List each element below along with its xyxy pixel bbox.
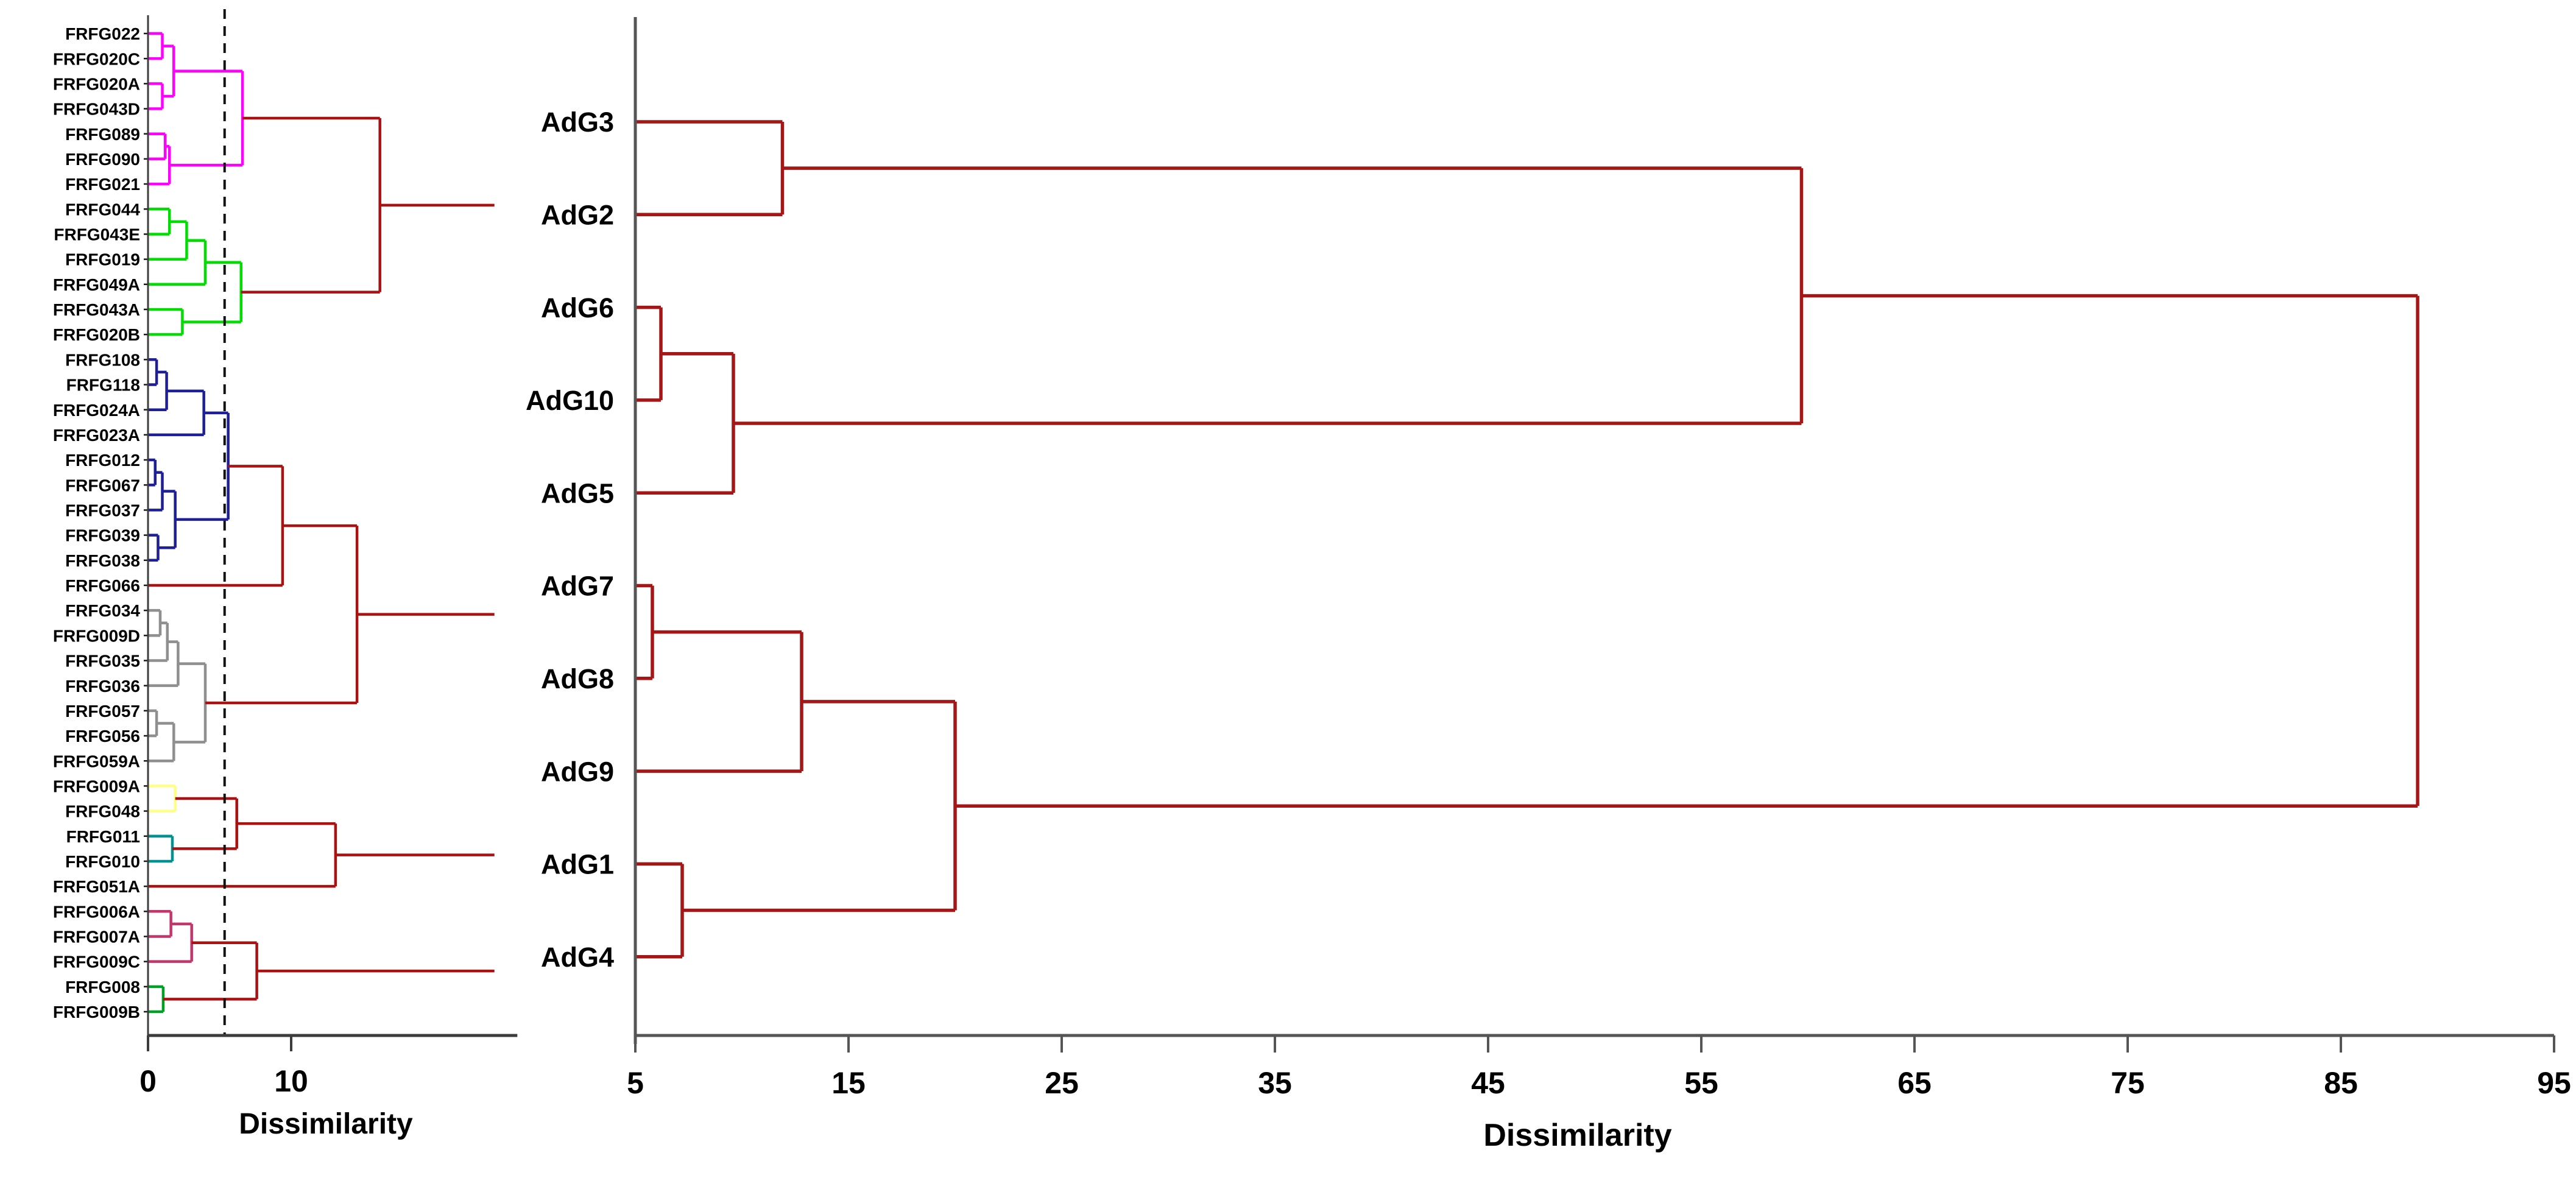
axis-tick-label: 55	[1684, 1066, 1718, 1100]
leaf-label: FRFG037	[65, 501, 140, 520]
leaf-label: AdG8	[541, 663, 614, 694]
leaf-label: AdG2	[541, 200, 614, 231]
leaf-label: FRFG020A	[53, 74, 140, 93]
leaf-label: FRFG056	[65, 727, 140, 746]
leaf-label: AdG7	[541, 571, 614, 602]
axis-tick-label: 25	[1045, 1066, 1079, 1100]
leaf-label: AdG1	[541, 849, 614, 880]
left-axis-title: Dissimilarity	[239, 1108, 413, 1140]
leaf-label: FRFG009D	[53, 626, 140, 645]
leaf-label: FRFG022	[65, 24, 140, 43]
leaf-label: FRFG009B	[53, 1003, 140, 1021]
axis-tick-label: 65	[1897, 1066, 1932, 1100]
leaf-label: FRFG006A	[53, 902, 140, 921]
leaf-label: FRFG023A	[53, 426, 140, 445]
leaf-label: FRFG036	[65, 677, 140, 696]
leaf-label: AdG3	[541, 107, 614, 138]
axis-tick-label: 75	[2111, 1066, 2145, 1100]
axis-tick-label: 95	[2537, 1066, 2571, 1100]
leaf-label: FRFG048	[65, 802, 140, 821]
leaf-label: AdG5	[541, 478, 614, 509]
leaf-label: FRFG059A	[53, 752, 140, 771]
leaf-label: AdG6	[541, 292, 614, 323]
leaf-label: FRFG020B	[53, 325, 140, 344]
leaf-label: FRFG118	[66, 376, 140, 395]
leaf-label: FRFG012	[65, 451, 140, 470]
leaf-label: FRFG066	[65, 576, 140, 595]
leaf-label: FRFG089	[65, 125, 140, 144]
leaf-label: FRFG057	[65, 702, 140, 721]
axis-tick-label: 35	[1258, 1066, 1292, 1100]
leaf-label: FRFG108	[65, 350, 140, 369]
leaf-label: FRFG051A	[53, 877, 140, 896]
leaf-label: FRFG021	[65, 175, 140, 194]
leaf-label: FRFG008	[65, 978, 140, 996]
leaf-label: FRFG024A	[53, 401, 140, 420]
leaf-label: FRFG049A	[53, 275, 140, 294]
leaf-label: FRFG035	[65, 652, 140, 671]
leaf-label: FRFG010	[65, 852, 140, 871]
leaf-label: FRFG020C	[53, 49, 140, 68]
leaf-label: FRFG019	[65, 250, 140, 269]
leaf-label: AdG9	[541, 756, 614, 787]
leaf-label: FRFG009A	[53, 777, 140, 795]
leaf-label: FRFG043D	[53, 100, 140, 119]
axis-tick-label: 5	[627, 1066, 644, 1100]
leaf-label: AdG4	[541, 942, 614, 973]
leaf-label: AdG10	[526, 385, 614, 416]
axis-tick-label: 85	[2324, 1066, 2358, 1100]
leaf-label: FRFG090	[65, 150, 140, 169]
leaf-label: FRFG038	[65, 551, 140, 570]
axis-tick-label: 45	[1471, 1066, 1505, 1100]
leaf-label: FRFG043E	[54, 225, 140, 244]
axis-tick-label: 0	[139, 1064, 157, 1098]
leaf-label: FRFG034	[65, 601, 140, 620]
leaf-label: FRFG043A	[53, 300, 140, 319]
leaf-label: FRFG039	[65, 526, 140, 545]
right-axis-title: Dissimilarity	[1483, 1118, 1672, 1153]
axis-tick-label: 15	[831, 1066, 866, 1100]
leaf-label: FRFG011	[66, 827, 140, 846]
axis-tick-label: 10	[274, 1064, 308, 1098]
leaf-label: FRFG067	[65, 476, 140, 495]
leaf-label: FRFG044	[65, 200, 140, 219]
leaf-label: FRFG007A	[53, 928, 140, 947]
leaf-label: FRFG009C	[53, 953, 140, 972]
